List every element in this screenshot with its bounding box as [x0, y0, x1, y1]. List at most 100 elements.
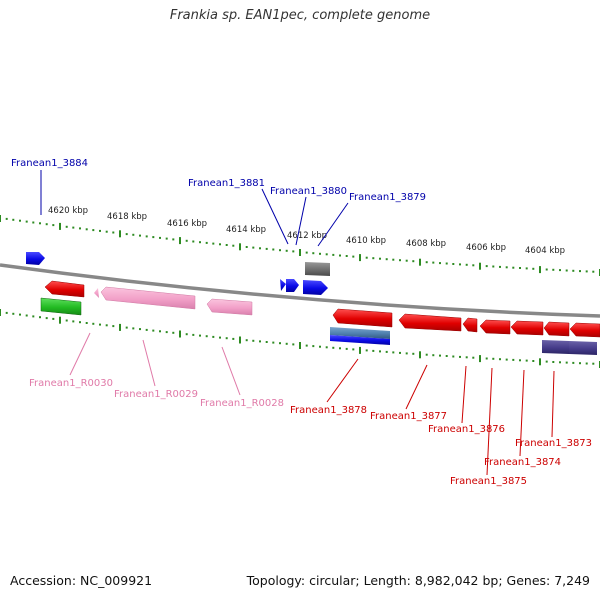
- minor-tick: [25, 314, 28, 317]
- gene-arrow-plus-3879[interactable]: [303, 280, 328, 295]
- gene-label[interactable]: Franean1_3876: [428, 424, 505, 435]
- minor-tick: [172, 331, 175, 334]
- minor-tick: [559, 361, 561, 364]
- minor-tick: [219, 336, 221, 339]
- minor-tick: [372, 257, 375, 260]
- major-tick: [119, 323, 121, 331]
- gene-label[interactable]: Franean1_R0030: [29, 378, 113, 389]
- feature-box-navy-2[interactable]: [569, 341, 597, 355]
- minor-tick: [152, 329, 155, 332]
- rrna-arrow-r0028[interactable]: [206, 298, 253, 316]
- minor-tick: [12, 312, 15, 315]
- gene-label[interactable]: Franean1_3873: [515, 438, 592, 449]
- minor-tick: [105, 230, 108, 233]
- scale-label: 4608 kbp: [406, 239, 446, 249]
- minor-tick: [92, 229, 95, 232]
- minor-tick: [259, 247, 261, 250]
- gene-label[interactable]: Franean1_3884: [11, 158, 88, 169]
- gene-label[interactable]: Franean1_3879: [349, 192, 426, 203]
- major-tick: [179, 237, 181, 245]
- minor-tick: [245, 339, 248, 342]
- minor-tick: [5, 217, 8, 220]
- minor-tick: [565, 361, 568, 364]
- minor-tick: [365, 256, 368, 259]
- minor-tick: [345, 347, 348, 350]
- minor-tick: [372, 349, 375, 352]
- minor-tick: [139, 234, 141, 237]
- scale-label: 4616 kbp: [167, 219, 207, 229]
- minor-tick: [499, 358, 501, 361]
- feature-box-gray[interactable]: [305, 262, 330, 276]
- gene-label[interactable]: Franean1_3881: [188, 178, 265, 189]
- gene-label[interactable]: Franean1_3875: [450, 476, 527, 487]
- gene-labels: Franean1_3884 Franean1_3881 Franean1_388…: [11, 158, 592, 487]
- feature-box-navy-1[interactable]: [542, 340, 569, 354]
- leader-3873: [551, 370, 555, 438]
- scale-label: 4612 kbp: [287, 231, 327, 241]
- major-tick: [239, 336, 241, 344]
- minor-tick: [525, 267, 528, 270]
- minor-tick: [212, 335, 215, 338]
- gene-arrow-minus-3878[interactable]: [332, 308, 393, 328]
- gene-arrow-plus-3881[interactable]: [280, 279, 286, 291]
- minor-tick: [85, 228, 88, 231]
- gene-label[interactable]: Franean1_3877: [370, 411, 447, 422]
- gene-arrow-minus-3875[interactable]: [479, 319, 511, 335]
- minor-tick: [92, 322, 95, 325]
- gene-box-blue[interactable]: [330, 335, 390, 345]
- minor-tick: [145, 235, 148, 238]
- major-tick: [539, 266, 541, 274]
- minor-tick: [585, 270, 588, 273]
- gene-arrow-minus-3877[interactable]: [398, 313, 462, 332]
- minor-tick: [112, 231, 115, 234]
- minor-tick: [205, 241, 208, 244]
- gene-arrow-minus-edge[interactable]: [569, 322, 600, 338]
- minor-tick: [459, 263, 461, 266]
- minor-tick: [325, 346, 328, 349]
- minor-tick: [19, 313, 21, 316]
- minor-tick: [159, 236, 161, 239]
- minor-tick: [305, 344, 308, 347]
- major-tick: [479, 262, 481, 270]
- gene-arrow-minus-3873[interactable]: [543, 321, 570, 337]
- minor-tick: [252, 246, 255, 249]
- leader-3875: [486, 367, 493, 476]
- minor-tick: [412, 260, 415, 263]
- minor-tick: [352, 348, 355, 351]
- rrna-arrow-r0030[interactable]: [94, 288, 99, 298]
- minor-tick: [232, 244, 235, 247]
- gene-arrow-minus-3876[interactable]: [462, 317, 478, 333]
- leader-3876: [461, 365, 467, 424]
- major-tick: [0, 215, 1, 222]
- major-tick: [299, 249, 301, 256]
- gene-box-green[interactable]: [40, 297, 82, 316]
- minor-tick: [472, 356, 475, 359]
- gene-label[interactable]: Franean1_3880: [270, 186, 347, 197]
- gene-arrow-plus-3884[interactable]: [26, 252, 45, 265]
- gene-label[interactable]: Franean1_R0028: [200, 398, 284, 409]
- minor-tick: [532, 360, 535, 362]
- gene-label[interactable]: Franean1_3874: [484, 457, 561, 468]
- minor-tick: [259, 340, 261, 343]
- minor-tick: [79, 321, 81, 324]
- leader-r0028: [221, 346, 241, 396]
- minor-tick: [325, 253, 328, 256]
- gene-label[interactable]: Franean1_3878: [290, 405, 367, 416]
- gene-arrow-plus-3880[interactable]: [286, 279, 299, 292]
- minor-tick: [339, 254, 341, 257]
- gene-label[interactable]: Franean1_R0029: [114, 389, 198, 400]
- label-leaders: [40, 170, 555, 476]
- minor-tick: [532, 267, 535, 270]
- major-tick: [419, 258, 421, 266]
- rrna-arrow-r0029[interactable]: [100, 286, 196, 310]
- minor-tick: [405, 259, 408, 262]
- gene-arrow-minus[interactable]: [44, 280, 85, 298]
- minor-tick: [185, 239, 188, 242]
- minor-tick: [379, 257, 381, 260]
- minor-tick: [132, 233, 135, 236]
- minor-tick: [12, 218, 15, 221]
- minor-tick: [225, 244, 228, 246]
- gene-arrow-minus-3874[interactable]: [510, 320, 544, 336]
- minor-tick: [285, 249, 288, 252]
- minor-tick: [45, 223, 48, 226]
